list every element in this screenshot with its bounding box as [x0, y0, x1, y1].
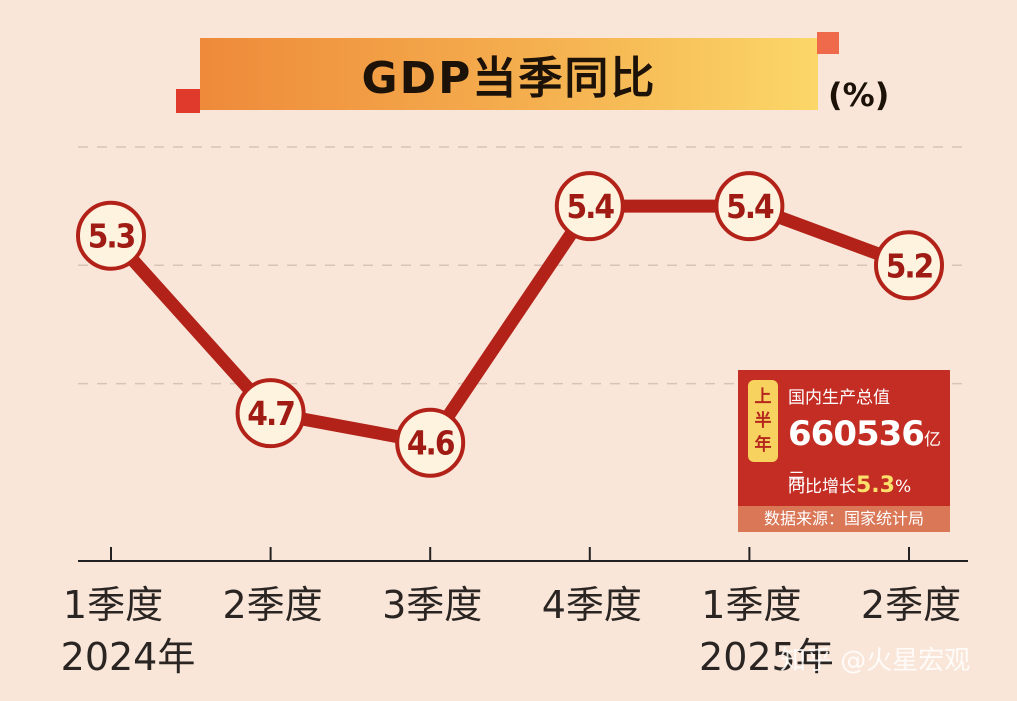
half-year-badge: 上 半 年 — [748, 380, 778, 462]
x-tick-label: 3季度 — [382, 583, 482, 627]
watermark: 知乎 @火星宏观 — [780, 646, 971, 676]
x-year-label: 2024年 — [61, 635, 196, 679]
x-tick-label: 1季度 — [701, 583, 801, 627]
badge-char: 上 — [754, 387, 772, 407]
x-tick-label: 1季度 — [63, 583, 163, 627]
data-point-marker — [874, 230, 944, 301]
data-label: 5.4 — [726, 187, 774, 226]
chart-title: GDP当季同比 — [361, 53, 657, 104]
data-label: 5.2 — [886, 246, 933, 285]
data-label: 4.7 — [247, 394, 294, 433]
growth-label: 同比增长 — [788, 477, 856, 497]
data-point-marker — [714, 171, 785, 242]
info-title: 国内生产总值 — [788, 388, 890, 408]
growth-value: 5.3 — [856, 473, 895, 498]
gdp-value-unit: 亿元 — [788, 430, 941, 490]
gdp-value: 660536 — [788, 414, 925, 454]
x-tick-label: 4季度 — [542, 583, 642, 627]
data-point-marker — [395, 407, 466, 478]
data-point-marker — [554, 171, 625, 242]
data-label: 5.4 — [567, 187, 615, 226]
data-source: 数据来源：国家统计局 — [738, 506, 950, 532]
data-point-marker — [76, 200, 146, 271]
x-tick-label: 2季度 — [861, 583, 961, 627]
decor-square-right — [817, 32, 839, 54]
x-year-label: 2025年 — [699, 635, 834, 679]
growth-unit: % — [894, 477, 912, 497]
info-value-row: 660536亿元 — [788, 414, 950, 494]
decor-square-left — [176, 89, 200, 113]
info-box: 上 半 年 国内生产总值 660536亿元 同比增长5.3% — [738, 370, 950, 506]
data-point-marker — [235, 378, 306, 449]
data-label: 4.6 — [407, 424, 455, 463]
x-tick-label: 2季度 — [223, 583, 323, 627]
badge-char: 年 — [754, 435, 772, 455]
badge-char: 半 — [754, 411, 772, 431]
data-label: 5.3 — [88, 217, 135, 256]
unit-label: (%) — [828, 76, 890, 114]
title-banner: GDP当季同比 — [200, 38, 818, 110]
info-growth-row: 同比增长5.3% — [788, 472, 911, 498]
